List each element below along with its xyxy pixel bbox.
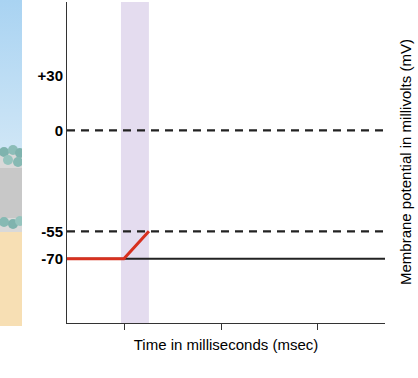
svg-text:Time in milliseconds (msec): Time in milliseconds (msec)	[134, 336, 318, 353]
svg-text:+30: +30	[38, 67, 63, 84]
svg-text:-55: -55	[41, 223, 63, 240]
svg-text:-70: -70	[41, 250, 63, 267]
svg-text:0: 0	[55, 122, 63, 139]
svg-text:Membrane potential in millivol: Membrane potential in millivolts (mV)	[397, 39, 414, 285]
